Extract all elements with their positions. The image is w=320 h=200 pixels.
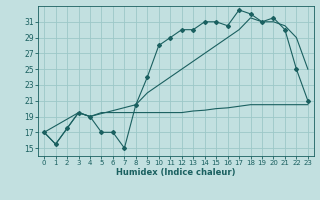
X-axis label: Humidex (Indice chaleur): Humidex (Indice chaleur) bbox=[116, 168, 236, 177]
